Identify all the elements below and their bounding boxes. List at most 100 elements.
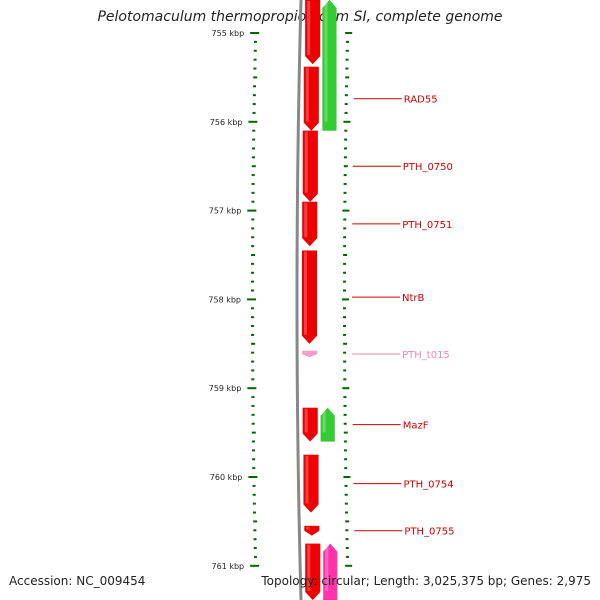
major-tick [247,209,257,212]
minor-tick-inner [344,138,348,141]
gene-block-ntrb [301,250,318,345]
tick-label: 761 kbp [212,562,245,571]
minor-tick [251,236,255,239]
minor-tick [252,484,256,487]
gene-block [304,0,321,65]
gene-highlight [306,526,310,530]
minor-tick [253,555,257,558]
minor-tick-inner [343,227,347,230]
minor-tick [253,58,257,61]
minor-tick [251,333,255,336]
gene-label-pth_0755: PTH_0755 [404,527,454,538]
minor-tick [251,369,255,372]
gene-label-rad55: RAD55 [404,95,438,106]
minor-tick-inner [344,484,348,487]
minor-tick [253,67,257,70]
minor-tick-inner [343,316,347,319]
minor-tick [252,138,256,141]
gene-block-pth_0754 [303,454,319,513]
minor-tick [251,254,256,256]
minor-tick-inner [345,40,349,43]
minor-tick [251,156,255,159]
minor-tick-inner [343,191,347,194]
minor-tick [251,413,255,416]
minor-tick [251,165,256,168]
minor-tick-inner [343,182,347,185]
minor-tick-inner [345,555,349,558]
minor-tick-inner [345,85,349,88]
accession-text: Accession: NC_009454 [9,574,146,588]
minor-tick-inner [343,396,347,399]
minor-tick [251,404,255,407]
minor-tick-inner [344,449,348,452]
minor-tick [251,422,255,425]
major-tick-inner [343,120,351,123]
minor-tick-inner [345,529,349,532]
major-tick-inner [345,32,353,34]
genome-backbone [295,0,303,600]
minor-tick-inner [344,103,348,106]
minor-tick-inner [343,431,348,434]
gene-highlight [307,1,311,56]
gene-block-pth_0751 [302,201,318,247]
tick-label: 759 kbp [209,384,242,393]
minor-tick [251,396,255,399]
major-tick-inner [342,387,350,390]
minor-tick-inner [343,413,347,416]
major-tick [248,476,258,478]
minor-tick [253,85,257,88]
minor-tick [252,103,256,106]
minor-tick [253,547,257,550]
minor-tick-inner [345,511,349,514]
major-tick [247,387,257,390]
minor-tick-inner [343,236,347,239]
major-tick [248,120,258,123]
gene-highlight [304,408,308,433]
gene-block [323,543,338,600]
gene-highlight [304,251,308,335]
minor-tick-inner [343,254,348,256]
gene-block-pth_0750 [302,130,319,203]
minor-tick [251,174,255,177]
gene-block-mazf [302,407,318,442]
minor-tick-inner [343,156,347,159]
minor-tick [253,520,258,523]
gene-block-pth_t015 [301,350,318,358]
minor-tick [251,245,255,248]
gene-highlight [305,67,309,122]
gene-highlight [305,455,309,504]
minor-tick-inner [344,94,348,97]
gene-block [322,0,337,131]
minor-tick [252,449,256,452]
gene-label-pth_0751: PTH_0751 [402,220,452,231]
minor-tick-inner [345,58,349,61]
tick-label: 758 kbp [208,295,241,304]
minor-tick [251,307,255,310]
minor-tick [253,49,257,52]
gene-block-pth_0755 [304,525,320,536]
minor-tick [251,440,255,443]
minor-tick [251,342,256,345]
gene-highlight [324,1,328,122]
minor-tick-inner [343,165,348,168]
minor-tick-inner [344,502,348,505]
tick-label: 757 kbp [209,207,242,216]
minor-tick [251,182,255,185]
minor-tick-inner [343,333,347,336]
gene-block [305,543,321,600]
minor-tick-inner [345,76,350,79]
gene-label-pth_0750: PTH_0750 [403,162,453,173]
minor-tick-inner [345,67,349,70]
minor-tick [251,191,255,194]
minor-tick [253,538,257,541]
backbone-line [295,0,303,600]
minor-tick-inner [344,111,348,114]
minor-tick-inner [343,351,347,354]
minor-tick [251,271,255,274]
gene-features [301,0,338,600]
scale-ticks: 755 kbp 756 kbp 757 kbp 758 kbp 759 kbp 760 k… [208,29,353,571]
minor-tick-inner [344,147,348,150]
minor-tick [251,200,255,203]
major-tick [247,298,256,301]
